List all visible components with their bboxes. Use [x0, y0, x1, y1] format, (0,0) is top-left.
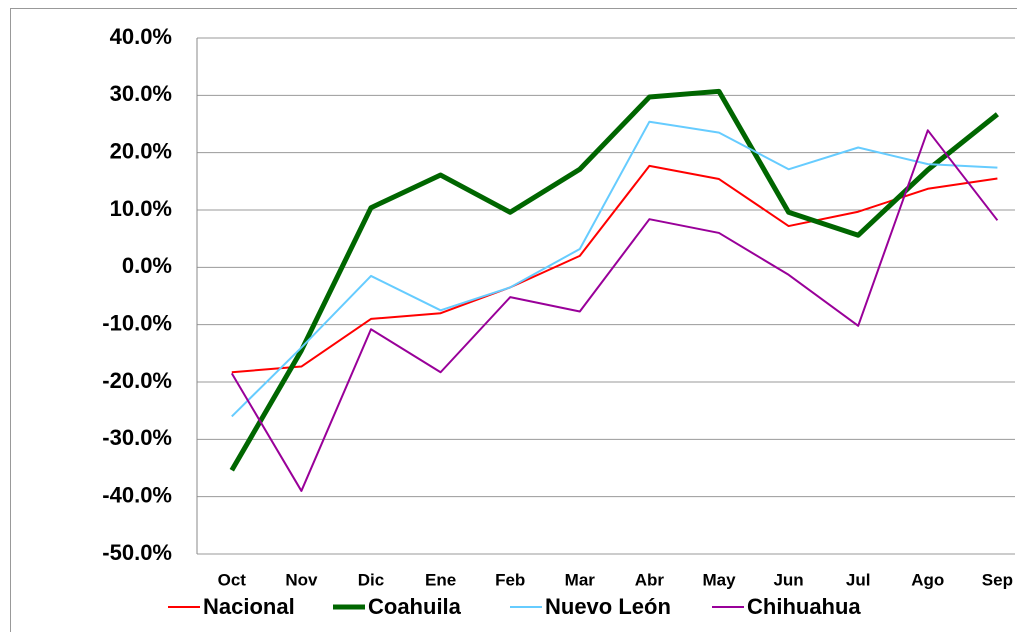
legend-label: Coahuila: [368, 594, 462, 619]
legend-label: Chihuahua: [747, 594, 861, 619]
y-tick-label: -10.0%: [102, 310, 172, 335]
series-line: [231, 164, 998, 374]
y-tick-label: 20.0%: [110, 138, 172, 163]
legend-label: Nacional: [203, 594, 295, 619]
x-tick-label: Dic: [358, 570, 384, 589]
x-tick-label: Ene: [425, 570, 456, 589]
x-tick-label: May: [702, 570, 736, 589]
x-tick-label: Jul: [846, 570, 871, 589]
x-tick-label: Sep: [982, 570, 1013, 589]
x-tick-label: Jun: [773, 570, 803, 589]
series-line: [231, 120, 998, 418]
y-tick-label: -50.0%: [102, 540, 172, 565]
y-tick-label: 10.0%: [110, 196, 172, 221]
y-tick-label: 40.0%: [110, 24, 172, 49]
x-tick-label: Mar: [565, 570, 596, 589]
y-tick-label: 30.0%: [110, 81, 172, 106]
y-tick-label: -40.0%: [102, 482, 172, 507]
x-tick-label: Abr: [635, 570, 665, 589]
y-tick-label: 0.0%: [122, 253, 172, 278]
chart-border: [10, 8, 1017, 632]
x-tick-label: Feb: [495, 570, 525, 589]
series-line: [229, 88, 999, 472]
legend-label: Nuevo León: [545, 594, 671, 619]
x-tick-label: Ago: [911, 570, 944, 589]
series-line: [230, 129, 999, 492]
x-tick-label: Oct: [218, 570, 247, 589]
y-tick-label: -30.0%: [102, 425, 172, 450]
y-tick-label: -20.0%: [102, 368, 172, 393]
x-tick-label: Nov: [285, 570, 318, 589]
